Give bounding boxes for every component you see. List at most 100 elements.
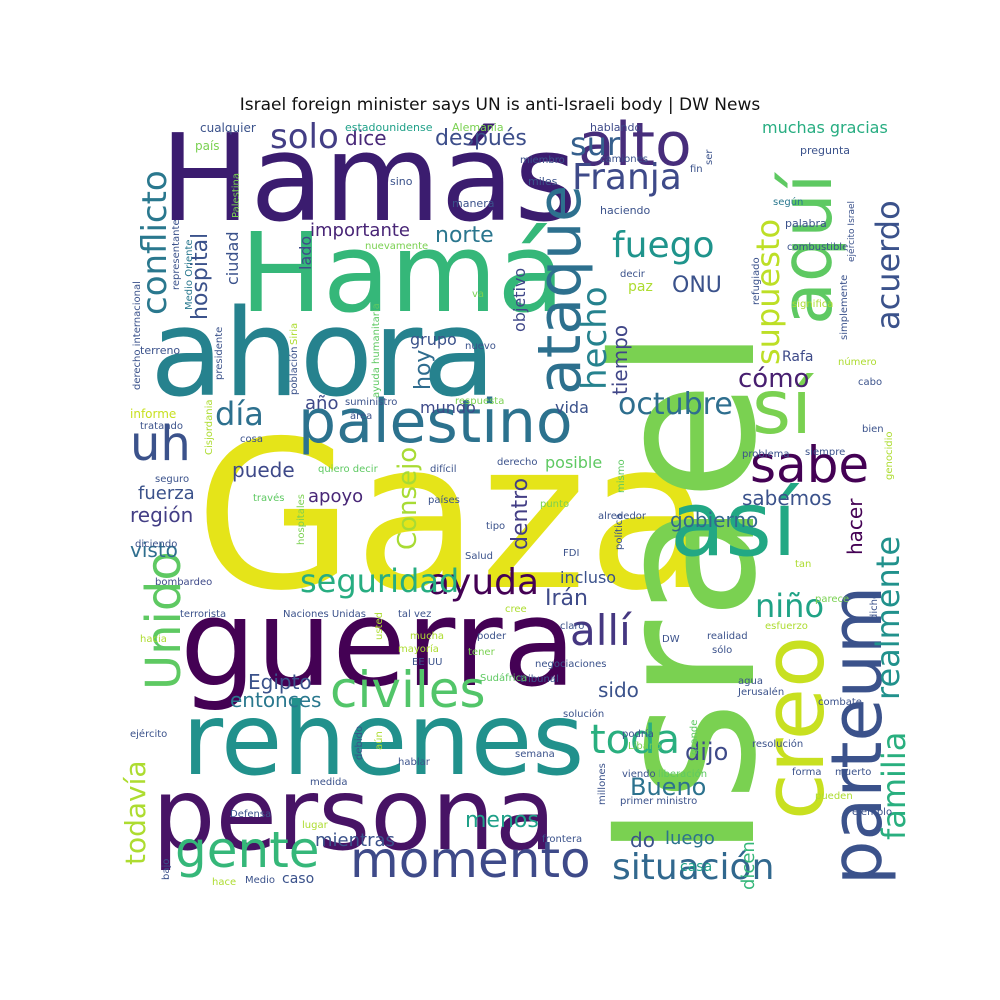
word-camiones: camiones [600, 154, 648, 165]
word-grupo: grupo [410, 330, 457, 349]
word-tal-vez: tal vez [398, 609, 432, 620]
word-uh: uh [130, 416, 191, 472]
word-sido: sido [598, 678, 639, 702]
word-tener: tener [468, 647, 495, 658]
word-hace: hace [212, 877, 237, 888]
word-paz: paz [628, 279, 653, 295]
word-claro: claro [560, 621, 585, 632]
word-libano: Líbano [628, 741, 662, 752]
word-bien: bien [862, 424, 884, 435]
word-debido: debido [354, 725, 365, 760]
word-hama: Hamá [240, 209, 565, 337]
word-suministro: suministro [345, 397, 398, 408]
word-seguro: seguro [155, 474, 190, 485]
word-resolucion: resolución [752, 739, 804, 750]
word-mismo: mismo [616, 459, 627, 493]
word-palestino: palestino [298, 387, 573, 457]
word-fuerza: fuerza [138, 483, 195, 504]
word-rehenes: rehenes [182, 681, 585, 798]
word-fuego: fuego [612, 225, 715, 266]
word-cree: cree [505, 604, 527, 615]
word-estadounidense: estadounidense [345, 121, 433, 134]
word-posible: posible [545, 453, 603, 472]
word-todavia: todavía [119, 760, 152, 865]
word-situacion: situación [612, 847, 775, 888]
word-usted: usted [374, 612, 385, 640]
word-segun: según [773, 197, 804, 208]
word-onu: ONU [672, 273, 722, 298]
word-terrorista: terrorista [180, 609, 227, 620]
word-decir: decir [620, 269, 645, 280]
word-dificil: difícil [430, 464, 457, 475]
word-dia: día [215, 395, 264, 433]
word-incluso: incluso [560, 568, 617, 587]
word-agua: agua [738, 676, 763, 687]
word-seguridad: seguridad [300, 562, 460, 600]
word-medida: medida [310, 777, 348, 788]
word-cisjordania: Cisjordania [204, 399, 215, 455]
word-asi: así [670, 472, 798, 577]
word-siria: Siria [289, 322, 300, 345]
word-hoy: hoy [411, 349, 436, 390]
word-miles: miles [528, 175, 558, 188]
word-aun: aún [374, 731, 385, 750]
word-hablar: hablar [398, 757, 430, 768]
word-forma: forma [792, 767, 822, 778]
word-entonces: entonces [230, 688, 322, 712]
word-manera: manera [452, 197, 495, 210]
word-combustible: combustible [787, 242, 849, 253]
word-mucha: mucha [410, 631, 445, 642]
word-apoyo: apoyo [308, 486, 364, 507]
word-mientras: mientras [315, 830, 395, 851]
word-cosa: cosa [240, 434, 263, 445]
word-punto: punto [540, 499, 570, 510]
word-conflicto: conflicto [135, 170, 175, 315]
word-representante: representante [171, 219, 182, 290]
word-siempre: siempre [805, 447, 846, 458]
word-numero: número [838, 357, 877, 368]
word-si: sí [752, 363, 812, 451]
word-dentro: dentro [508, 477, 533, 550]
word-dicen: dicen [738, 841, 759, 890]
word-ayuda-humanitaria: ayuda humanitaria [371, 303, 382, 398]
word-jerusalen: Jerusalén [738, 687, 785, 698]
word-bueno: Bueno [630, 773, 707, 801]
word-octubre: octubre [618, 387, 733, 422]
word-tipo: tipo [486, 521, 506, 532]
word-ee-uu: EE UU [412, 657, 443, 668]
word-genocidio: genocidio [884, 431, 895, 480]
word-hablando: hablando [590, 121, 642, 134]
word-miembro: miembro [520, 155, 565, 166]
word-palabra: palabra [785, 217, 827, 230]
word-area: área [350, 411, 373, 422]
word-pueden: pueden [815, 791, 853, 802]
word-salud: Salud [465, 551, 493, 562]
word-negociaciones: negociaciones [535, 659, 607, 670]
word-momento: momento [350, 831, 591, 889]
word-paises: países [428, 495, 460, 506]
word-naciones-unidas: Naciones Unidas [283, 609, 367, 620]
word-ejemplo: ejemplo [852, 807, 893, 818]
word-tribunal: tribunal [520, 674, 559, 685]
word-sabemos: sabemos [742, 486, 832, 510]
word-ejercito: ejército [130, 729, 168, 740]
word-medio-oriente: Medio Oriente [184, 239, 195, 310]
word-como: cómo [738, 364, 810, 394]
word-sur: sur [570, 125, 621, 163]
word-ayuda: ayuda [428, 562, 540, 603]
word-hospitales: hospitales [296, 494, 307, 545]
word-refugiado: refugiado [751, 257, 762, 305]
word-viendo: viendo [622, 769, 656, 780]
word-vida: vida [555, 398, 589, 417]
word-iran: Irán [545, 586, 588, 611]
word-gente: gente [175, 821, 320, 879]
word-acuerdo: acuerdo [869, 200, 907, 330]
word-cualquier: cualquier [200, 121, 256, 135]
word-combate: combate [818, 697, 862, 708]
word-familia: familia [875, 731, 913, 840]
word-presidente: presidente [214, 326, 225, 380]
word-unido: Unido [136, 551, 192, 690]
word-gaza: Gaza [195, 398, 713, 636]
word-primer-ministro: primer ministro [620, 796, 698, 807]
word-terreno: terreno [140, 344, 181, 357]
